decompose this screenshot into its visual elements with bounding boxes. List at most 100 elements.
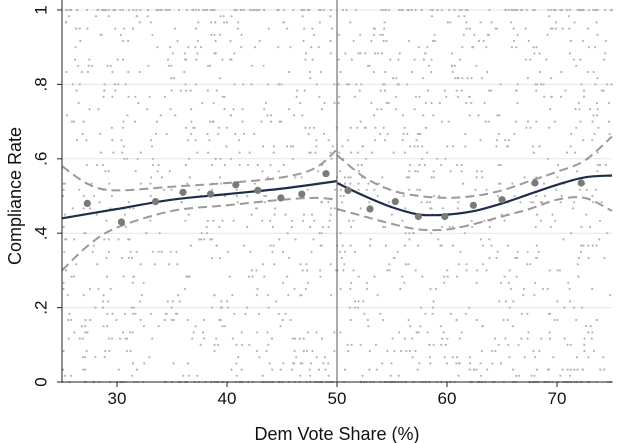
scatter-point — [338, 95, 341, 98]
scatter-point — [127, 201, 130, 204]
scatter-point — [361, 145, 364, 148]
scatter-point — [66, 294, 69, 297]
scatter-point — [442, 331, 445, 334]
scatter-point — [191, 337, 194, 340]
scatter-point — [382, 126, 385, 129]
scatter-point — [111, 70, 114, 74]
scatter-point — [214, 21, 217, 24]
scatter-point — [280, 83, 283, 86]
scatter-point — [240, 331, 243, 334]
scatter-point — [81, 132, 84, 136]
scatter-point — [318, 95, 321, 98]
scatter-point — [304, 126, 307, 129]
scatter-point — [490, 89, 493, 92]
scatter-point — [463, 15, 466, 18]
scatter-point — [235, 343, 238, 346]
scatter-point — [460, 163, 463, 167]
scatter-point — [189, 89, 192, 92]
scatter-point — [240, 343, 243, 346]
scatter-point — [399, 349, 403, 353]
scatter-point — [302, 219, 305, 222]
binned-mean-point-4 — [206, 190, 215, 198]
scatter-point — [62, 287, 65, 291]
scatter-point — [396, 250, 399, 253]
scatter-point — [315, 83, 318, 86]
binned-mean-point-5 — [232, 181, 240, 189]
scatter-point — [414, 269, 417, 272]
scatter-point — [219, 157, 222, 160]
scatter-point — [426, 331, 429, 334]
scatter-point — [71, 83, 74, 86]
scatter-point — [548, 15, 551, 18]
scatter-point — [559, 8, 562, 12]
scatter-point — [114, 89, 117, 92]
scatter-point — [250, 83, 253, 86]
scatter-point — [587, 46, 591, 49]
scatter-point — [463, 232, 466, 235]
scatter-point — [498, 114, 501, 117]
scatter-point — [498, 182, 501, 185]
scatter-point — [101, 306, 105, 309]
scatter-point — [399, 287, 402, 291]
scatter-point — [587, 356, 590, 359]
scatter-point — [562, 238, 565, 241]
scatter-point — [582, 244, 585, 247]
scatter-point — [382, 39, 385, 43]
scatter-point — [238, 163, 241, 167]
scatter-point — [363, 312, 366, 315]
scatter-point — [477, 114, 480, 117]
scatter-point — [277, 312, 280, 315]
scatter-point — [443, 89, 446, 92]
scatter-point — [546, 287, 549, 291]
scatter-point — [504, 8, 507, 12]
scatter-point — [173, 77, 176, 80]
scatter-point — [416, 170, 419, 173]
scatter-point — [150, 312, 153, 315]
scatter-point — [290, 219, 294, 222]
scatter-point — [148, 356, 151, 359]
scatter-point — [366, 318, 369, 322]
scatter-point — [122, 275, 125, 278]
scatter-point — [139, 182, 142, 185]
scatter-point — [258, 39, 261, 43]
scatter-point — [511, 368, 515, 371]
scatter-point — [400, 8, 403, 12]
scatter-point — [213, 52, 216, 55]
scatter-point — [85, 8, 88, 12]
scatter-point — [62, 194, 65, 198]
scatter-point — [597, 126, 600, 129]
scatter-point — [327, 201, 330, 204]
scatter-point — [341, 8, 345, 12]
scatter-point — [266, 83, 269, 86]
scatter-point — [189, 244, 192, 247]
scatter-point — [131, 312, 135, 315]
scatter-point — [358, 89, 361, 92]
scatter-point — [106, 325, 109, 328]
scatter-point — [295, 356, 298, 359]
scatter-point — [272, 151, 275, 154]
scatter-point — [409, 163, 412, 167]
scatter-point — [298, 337, 301, 340]
scatter-point — [391, 337, 394, 340]
scatter-point — [519, 201, 522, 204]
scatter-point — [419, 325, 422, 328]
scatter-point — [573, 201, 576, 204]
scatter-point — [151, 337, 154, 340]
scatter-point — [408, 238, 411, 241]
scatter-point — [446, 337, 449, 340]
scatter-point — [314, 151, 317, 154]
scatter-point — [302, 337, 305, 340]
scatter-point — [468, 306, 471, 309]
scatter-point — [561, 27, 564, 30]
axes-layer — [57, 0, 612, 387]
scatter-point — [226, 300, 229, 303]
scatter-point — [560, 70, 563, 74]
scatter-point — [255, 294, 258, 297]
scatter-point — [363, 126, 366, 129]
scatter-point — [219, 318, 222, 322]
scatter-point — [584, 325, 588, 328]
scatter-point — [379, 312, 382, 315]
binned-mean-point-14 — [441, 212, 449, 221]
scatter-point — [398, 331, 401, 334]
scatter-point — [474, 188, 477, 191]
